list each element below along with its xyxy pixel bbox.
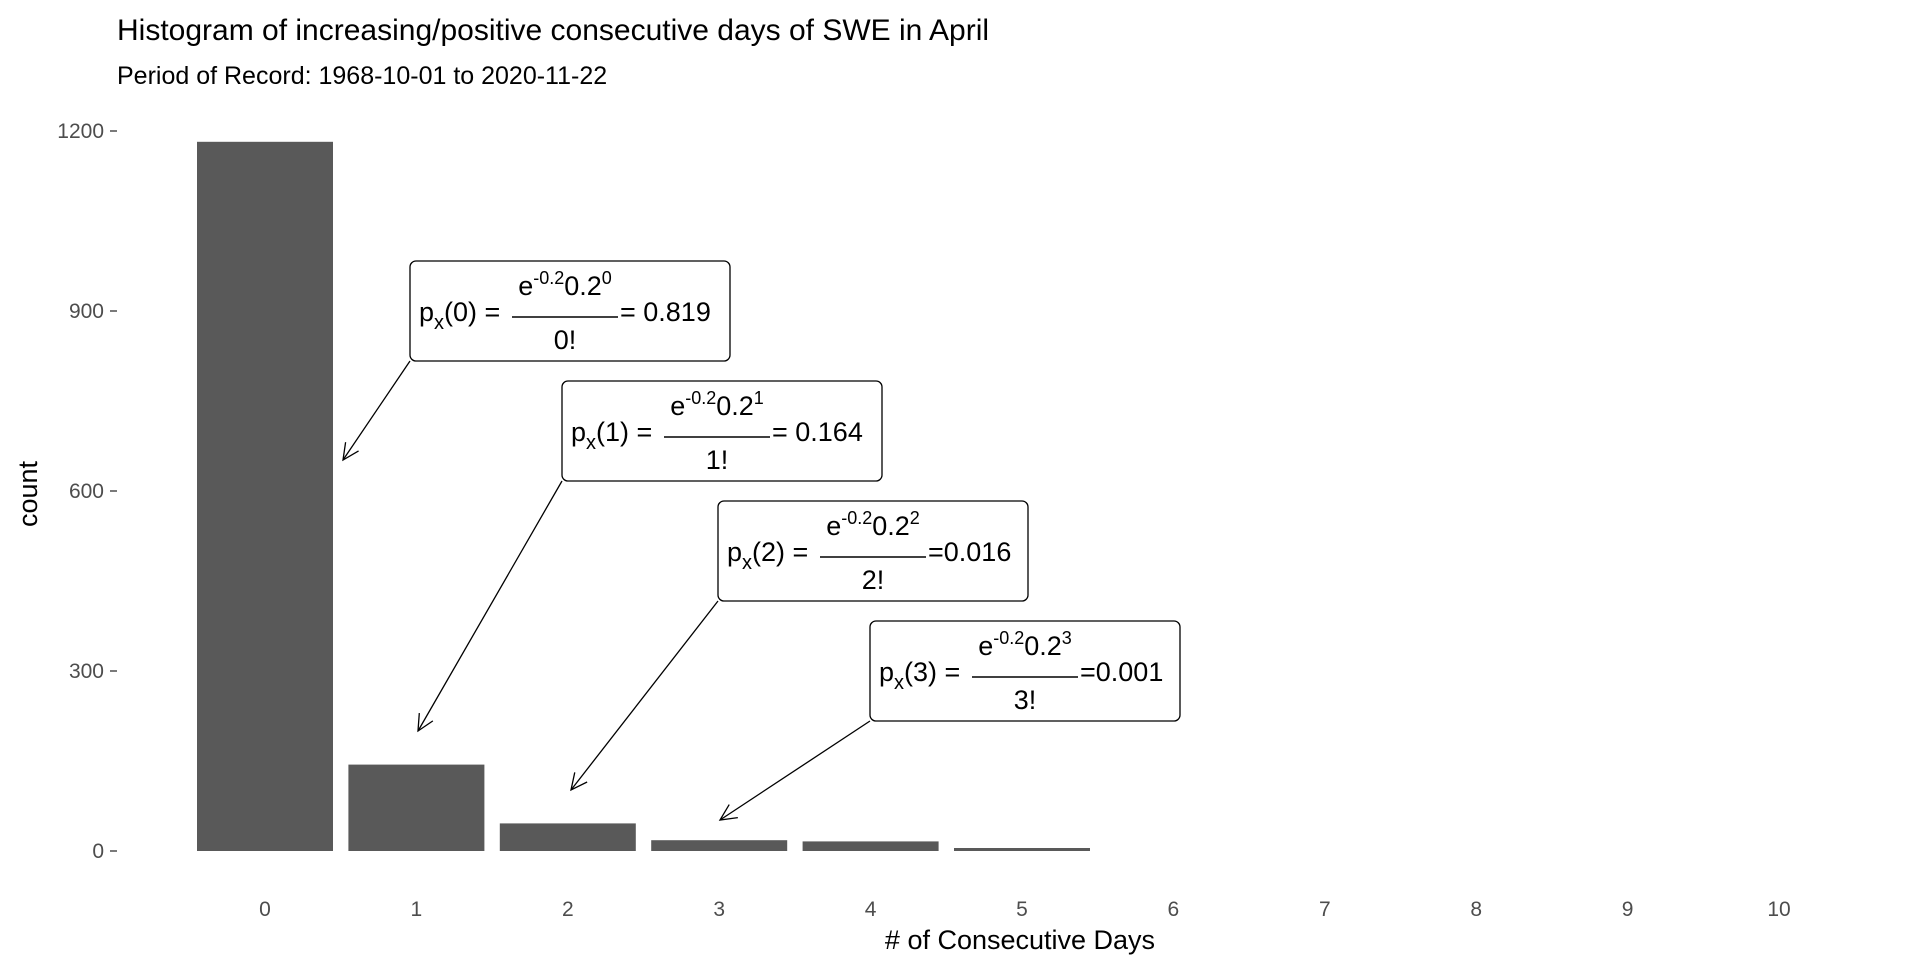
annotation-lhs: px(3) = bbox=[879, 657, 960, 694]
y-tick-label: 600 bbox=[69, 480, 104, 503]
x-tick-label: 0 bbox=[259, 898, 271, 921]
arrow-head bbox=[342, 442, 359, 462]
annotation-result: =0.016 bbox=[928, 537, 1011, 567]
arrow-head bbox=[417, 713, 434, 733]
bar-5 bbox=[954, 848, 1090, 851]
y-tick-label: 0 bbox=[92, 840, 104, 863]
bars bbox=[197, 141, 1090, 852]
bar-0 bbox=[197, 141, 333, 852]
bar-3 bbox=[651, 840, 788, 851]
x-tick-label: 1 bbox=[411, 898, 423, 921]
annotation-arrow bbox=[417, 480, 563, 732]
chart-subtitle: Period of Record: 1968-10-01 to 2020-11-… bbox=[117, 62, 607, 90]
arrow-head bbox=[570, 772, 588, 792]
annotation-denominator: 3! bbox=[1014, 685, 1037, 715]
annotation-numerator: e-0.20.23 bbox=[978, 628, 1072, 661]
annotation-2: px(2) = e-0.20.22 2! =0.016 bbox=[570, 500, 1029, 792]
annotation-arrow bbox=[570, 600, 719, 791]
x-axis: 0 1 2 3 4 5 6 7 8 9 10 bbox=[259, 898, 1791, 921]
annotation-numerator: e-0.20.22 bbox=[826, 508, 920, 541]
annotation-box bbox=[561, 380, 883, 482]
y-axis: 0 300 600 900 1200 bbox=[57, 120, 117, 863]
y-tick-label: 1200 bbox=[57, 120, 104, 143]
annotation-result: =0.001 bbox=[1080, 657, 1163, 687]
x-tick-label: 7 bbox=[1319, 898, 1331, 921]
x-tick-label: 3 bbox=[713, 898, 725, 921]
x-tick-label: 5 bbox=[1016, 898, 1028, 921]
arrow-head bbox=[718, 804, 738, 821]
x-tick-label: 9 bbox=[1622, 898, 1634, 921]
x-tick-label: 2 bbox=[562, 898, 574, 921]
bar-2 bbox=[499, 823, 636, 851]
annotation-arrow bbox=[342, 360, 411, 461]
annotation-result: = 0.164 bbox=[772, 417, 863, 447]
y-tick-label: 900 bbox=[69, 300, 104, 323]
y-tick-label: 300 bbox=[69, 660, 104, 683]
annotation-numerator: e-0.20.20 bbox=[518, 268, 612, 301]
bar-1 bbox=[348, 764, 485, 851]
annotation-lhs: px(0) = bbox=[419, 297, 500, 334]
annotation-denominator: 2! bbox=[862, 565, 885, 595]
x-tick-label: 6 bbox=[1168, 898, 1180, 921]
annotation-lhs: px(1) = bbox=[571, 417, 652, 454]
annotations: px(0) = e-0.20.20 0! = 0.819 px(1) = e-0.20.2… bbox=[342, 260, 1181, 821]
annotation-arrow bbox=[719, 720, 871, 821]
annotation-3: px(3) = e-0.20.23 3! =0.001 bbox=[718, 620, 1181, 821]
annotation-1: px(1) = e-0.20.21 1! = 0.164 bbox=[417, 380, 883, 733]
x-tick-label: 8 bbox=[1470, 898, 1482, 921]
annotation-denominator: 1! bbox=[706, 445, 729, 475]
annotation-denominator: 0! bbox=[554, 325, 577, 355]
y-axis-label: count bbox=[13, 460, 43, 527]
annotation-box bbox=[869, 620, 1181, 722]
chart-title: Histogram of increasing/positive consecu… bbox=[117, 14, 989, 47]
annotation-result: = 0.819 bbox=[620, 297, 711, 327]
annotation-0: px(0) = e-0.20.20 0! = 0.819 bbox=[342, 260, 731, 462]
x-tick-label: 4 bbox=[865, 898, 877, 921]
annotation-lhs: px(2) = bbox=[727, 537, 808, 574]
x-tick-label: 10 bbox=[1767, 898, 1790, 921]
bar-4 bbox=[802, 841, 939, 851]
annotation-numerator: e-0.20.21 bbox=[670, 388, 764, 421]
x-axis-label: # of Consecutive Days bbox=[885, 925, 1155, 955]
annotation-box bbox=[409, 260, 731, 362]
annotation-box bbox=[717, 500, 1029, 602]
